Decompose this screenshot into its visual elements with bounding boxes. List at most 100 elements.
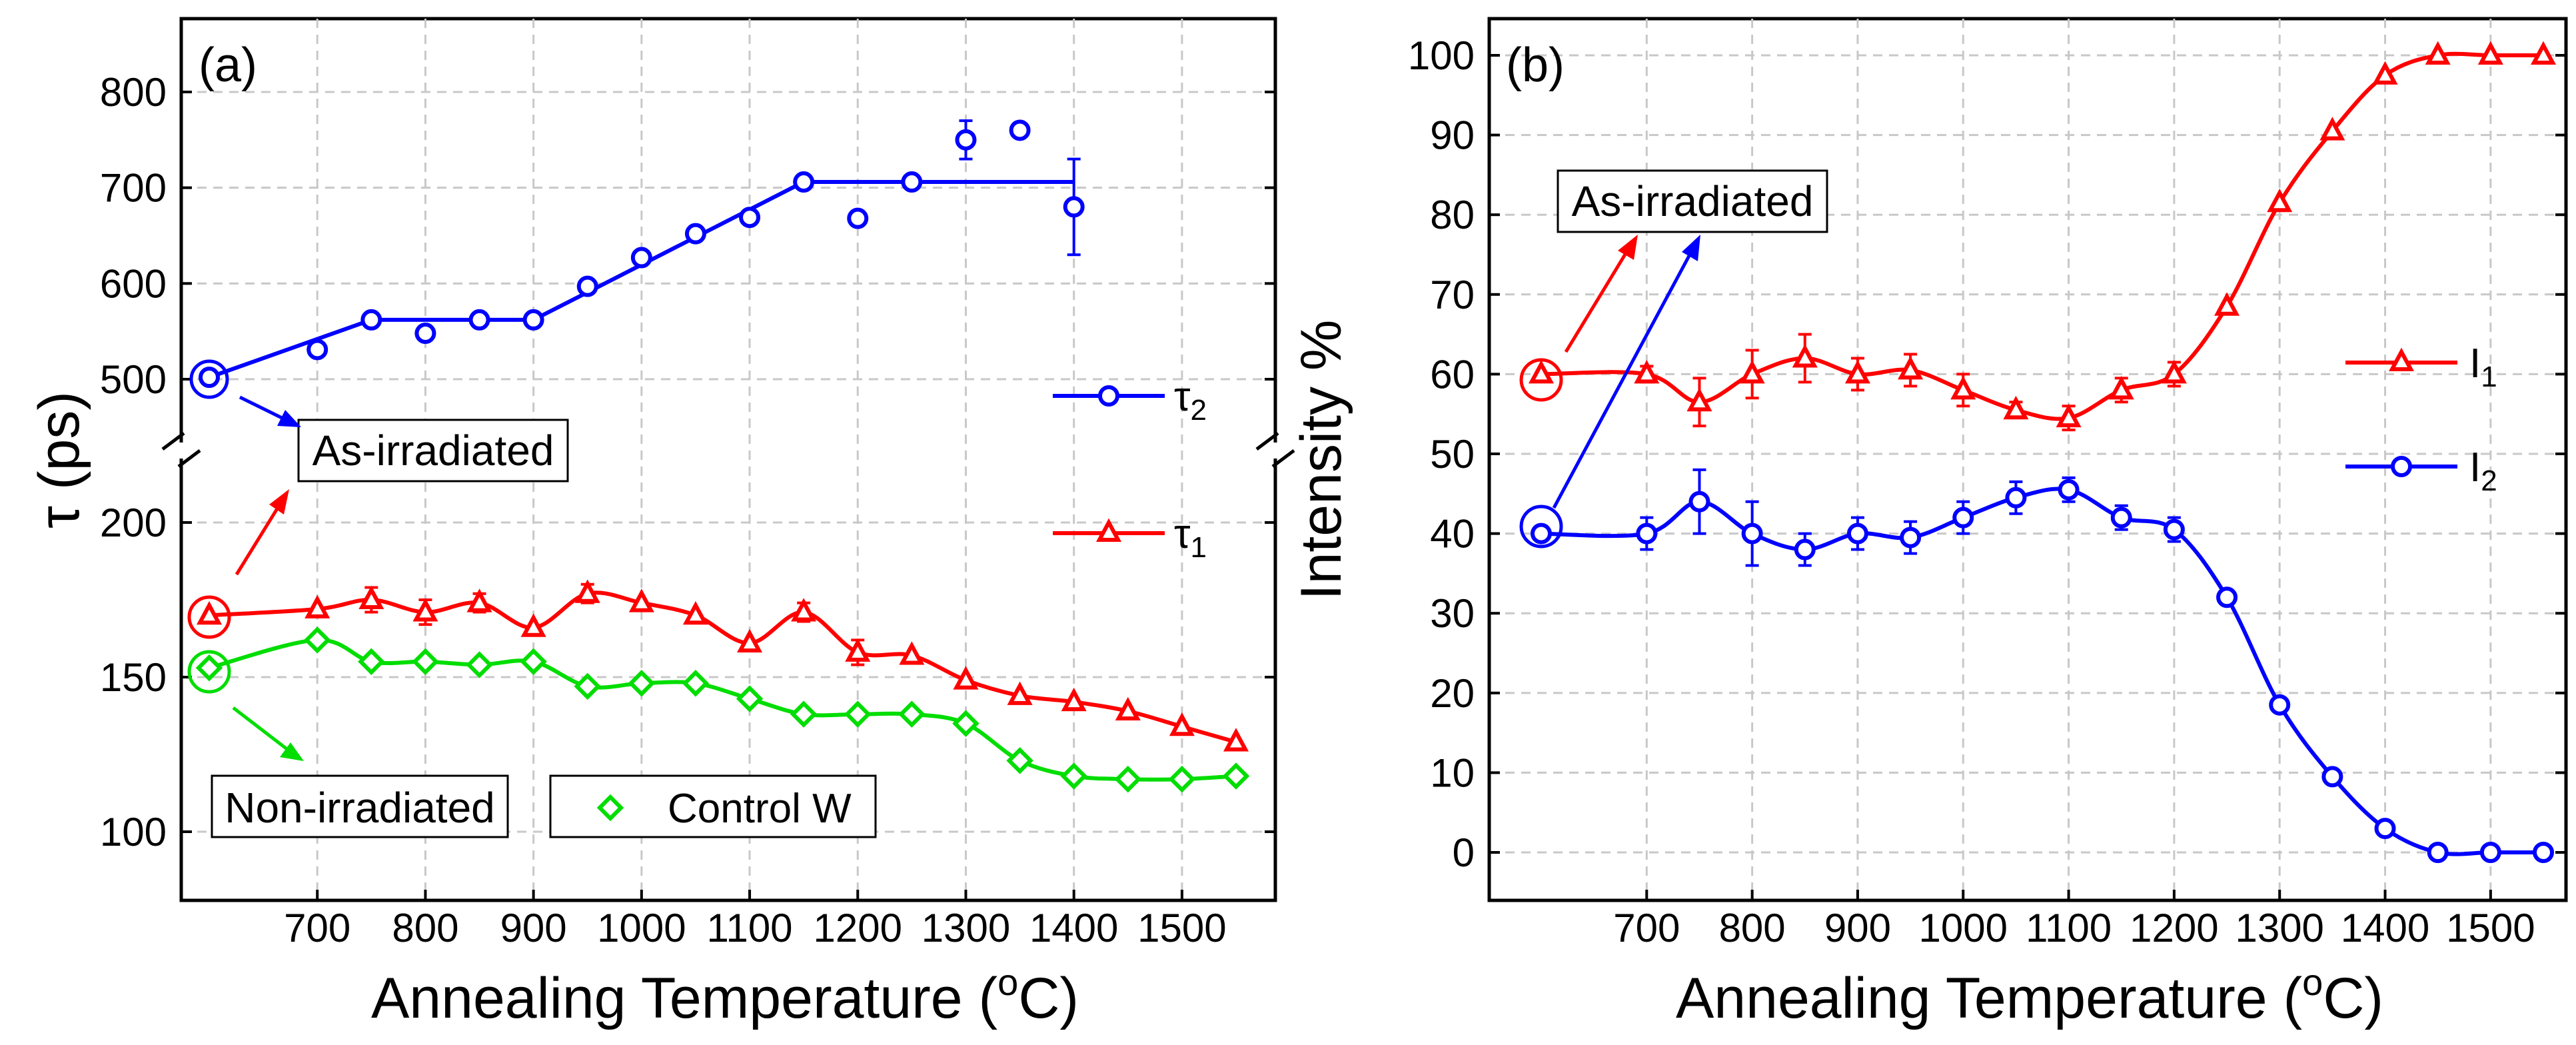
legend-tau1: τ1 — [1053, 511, 1207, 564]
data-point-τ2 — [1009, 119, 1031, 141]
x-tick-label: 1400 — [2341, 906, 2429, 950]
data-point-τ2 — [199, 367, 220, 389]
y-tick-label: 10 — [1430, 750, 1475, 795]
data-point-Control W — [682, 670, 710, 697]
data-point-Control W — [195, 654, 223, 682]
plot-frame-b — [1487, 17, 2568, 902]
data-point-Control W — [466, 651, 493, 678]
x-tick-label: 1100 — [707, 906, 793, 950]
as-irradiated-box-b — [1557, 169, 1828, 233]
data-point-I2 — [1900, 526, 1922, 548]
panel-a: 700 800 900 1000 1100 1200 1300 1400 1500 500 600 7… — [27, 17, 1295, 1030]
data-point-I2 — [2533, 842, 2554, 863]
y-tick-label: 80 — [1430, 193, 1475, 237]
data-point-Control W — [736, 685, 764, 712]
y-tick-label: 40 — [1430, 512, 1475, 556]
x-tick-label: 1000 — [1919, 906, 2008, 950]
y-tick-label: 700 — [100, 166, 167, 211]
data-point-Control W — [1168, 765, 1196, 793]
data-point-Control W — [358, 648, 385, 676]
data-point-I2 — [2005, 487, 2027, 509]
highlight-circle-tau1 — [187, 595, 231, 639]
data-point-Control W — [844, 700, 872, 728]
data-point-Control W — [1114, 765, 1142, 793]
data-point-τ1 — [1007, 681, 1033, 705]
data-point-I2 — [1794, 538, 1816, 560]
data-point-Control W — [898, 700, 926, 728]
y-tick-label: 0 — [1453, 830, 1475, 875]
y-tick-label: 150 — [100, 655, 167, 700]
y-axis-title-b: Intensity % — [1289, 320, 1353, 600]
data-point-τ1 — [899, 641, 925, 665]
data-point-τ2 — [360, 309, 382, 331]
x-tick-label: 700 — [1613, 906, 1680, 950]
x-tick-label: 1300 — [2235, 906, 2323, 950]
data-point-τ2 — [630, 247, 652, 269]
data-point-I2 — [2269, 694, 2291, 716]
data-point-τ1 — [1115, 696, 1141, 721]
as-irradiated-box-a — [297, 419, 569, 483]
data-point-τ2 — [901, 171, 923, 193]
legend-i2: I2 — [2345, 445, 2497, 497]
arrow-red-a — [235, 489, 289, 576]
data-point-τ1 — [520, 613, 546, 637]
y-tick-label: 60 — [1430, 352, 1475, 397]
as-irradiated-label-a: As-irradiated — [313, 427, 554, 475]
x-tick-label: 1500 — [1137, 906, 1226, 950]
data-point-τ1 — [574, 579, 600, 603]
panel-b: 700 800 900 1000 1100 1200 1300 1400 1500 0 10 20 30… — [1289, 17, 2568, 1030]
x-tick-label: 1300 — [922, 906, 1010, 950]
data-point-Control W — [1222, 762, 1250, 790]
data-point-Control W — [1006, 747, 1033, 774]
data-point-I2 — [1952, 507, 1974, 528]
highlight-circle-tau2 — [189, 359, 229, 399]
y-axis-title-a: τ (ps) — [27, 391, 91, 528]
legend-tau2: τ2 — [1053, 374, 1207, 427]
data-point-τ1 — [845, 638, 871, 662]
data-point-I2 — [2163, 519, 2185, 540]
non-irradiated-label-a: Non-irradiated — [225, 784, 495, 832]
data-point-τ1 — [791, 598, 817, 622]
highlight-circle-control — [187, 650, 231, 694]
data-point-τ1 — [1223, 728, 1249, 752]
highlight-circle-i1 — [1519, 358, 1563, 402]
x-tick-label: 900 — [1824, 906, 1891, 950]
x-axis-title-a: Annealing Temperature (oC) — [371, 961, 1079, 1030]
svg-text:τ1: τ1 — [1174, 511, 1207, 564]
non-irradiated-box-a — [211, 774, 509, 838]
data-point-I2 — [1846, 522, 1868, 544]
data-point-I1 — [2425, 41, 2451, 65]
data-point-I1 — [2056, 403, 2082, 428]
data-point-I2 — [1688, 491, 1710, 513]
as-irradiated-label-b: As-irradiated — [1572, 177, 1814, 225]
data-point-I2 — [1531, 522, 1552, 544]
data-point-I1 — [2003, 395, 2029, 420]
data-point-τ2 — [793, 171, 815, 193]
x-tick-label: 1400 — [1029, 906, 1118, 950]
data-point-Control W — [412, 648, 439, 676]
data-point-Control W — [574, 672, 601, 700]
x-tick-label: 800 — [1719, 906, 1786, 950]
data-point-I2 — [2374, 818, 2396, 840]
data-point-I1 — [2214, 292, 2240, 316]
x-tick-label: 1200 — [814, 906, 902, 950]
panel-label-b: (b) — [1506, 39, 1565, 92]
axis-break-marks — [161, 432, 1295, 468]
data-point-I2 — [1636, 522, 1658, 544]
data-point-τ2 — [576, 275, 598, 297]
x-tick-label: 1200 — [2130, 906, 2218, 950]
data-point-I1 — [2477, 41, 2503, 65]
data-point-τ2 — [955, 129, 977, 151]
data-point-τ2 — [522, 309, 544, 331]
y-tick-label: 70 — [1430, 273, 1475, 317]
y-tick-label: 100 — [100, 810, 167, 854]
y-tick-label: 100 — [1408, 33, 1475, 78]
y-tick-label: 90 — [1430, 113, 1475, 158]
highlight-circle-i2 — [1519, 505, 1563, 548]
svg-text:I1: I1 — [2469, 341, 2497, 393]
data-point-I1 — [1528, 360, 1555, 384]
data-point-τ2 — [307, 339, 328, 361]
svg-text:I2: I2 — [2469, 445, 2497, 497]
plot-frame-a — [179, 17, 1277, 902]
data-point-τ1 — [628, 588, 654, 612]
